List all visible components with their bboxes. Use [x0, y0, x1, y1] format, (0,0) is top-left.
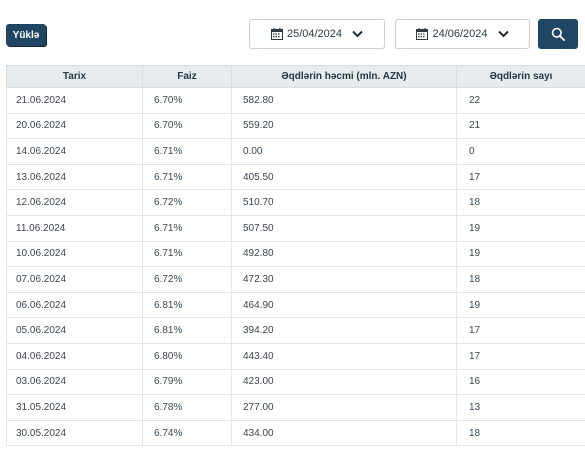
table-row: 04.06.2024 6.80% 443.40 17 [6, 342, 585, 370]
table-row: 12.06.2024 6.72% 510.70 18 [6, 189, 585, 216]
cell-volume: 0.00 [231, 138, 457, 165]
cell-count: 19 [456, 240, 585, 268]
calendar-icon [270, 28, 283, 40]
cell-date: 20.06.2024 [6, 112, 143, 140]
cell-count: 19 [456, 214, 585, 242]
cell-date: 10.06.2024 [6, 240, 143, 268]
date-to-picker[interactable]: 24/06/2024 [395, 19, 530, 49]
cell-rate: 6.70% [142, 87, 232, 114]
cell-rate: 6.72% [142, 189, 232, 216]
cell-rate: 6.81% [142, 317, 232, 344]
cell-date: 12.06.2024 [6, 189, 143, 216]
table-row: 10.06.2024 6.71% 492.80 19 [6, 240, 585, 268]
header-date: Tarix [6, 65, 143, 88]
cell-date: 31.05.2024 [6, 394, 143, 421]
cell-rate: 6.81% [142, 291, 232, 319]
cell-date: 11.06.2024 [6, 214, 143, 242]
cell-volume: 507.50 [231, 214, 457, 242]
cell-date: 04.06.2024 [6, 342, 143, 370]
cell-count: 18 [456, 419, 585, 447]
cell-volume: 394.20 [231, 317, 457, 344]
cell-rate: 6.72% [142, 266, 232, 293]
table-row: 06.06.2024 6.81% 464.90 19 [6, 291, 585, 319]
rates-table: Tarix Faiz Əqdlərin həcmi (mln. AZN) Əqd… [6, 65, 585, 447]
cell-date: 21.06.2024 [6, 87, 143, 114]
chevron-down-icon [497, 30, 509, 38]
date-from-picker[interactable]: 25/04/2024 [249, 19, 385, 49]
cell-volume: 443.40 [231, 342, 457, 370]
search-icon [551, 27, 565, 41]
cell-count: 18 [456, 266, 585, 293]
header-count: Əqdlərin sayı [456, 65, 585, 88]
table-header-row: Tarix Faiz Əqdlərin həcmi (mln. AZN) Əqd… [6, 65, 585, 88]
table-row: 20.06.2024 6.70% 559.20 21 [6, 112, 585, 140]
cell-rate: 6.78% [142, 394, 232, 421]
date-from-value: 25/04/2024 [286, 28, 343, 40]
cell-date: 06.06.2024 [6, 291, 143, 319]
table-row: 05.06.2024 6.81% 394.20 17 [6, 317, 585, 344]
calendar-icon [416, 28, 429, 40]
cell-count: 17 [456, 342, 585, 370]
table-row: 03.06.2024 6.79% 423.00 16 [6, 368, 585, 396]
cell-count: 18 [456, 189, 585, 216]
table-row: 31.05.2024 6.78% 277.00 13 [6, 394, 585, 421]
cell-date: 05.06.2024 [6, 317, 143, 344]
cell-rate: 6.80% [142, 342, 232, 370]
table-row: 13.06.2024 6.71% 405.50 17 [6, 163, 585, 191]
header-volume: Əqdlərin həcmi (mln. AZN) [231, 65, 457, 88]
cell-volume: 277.00 [231, 394, 457, 421]
date-to-value: 24/06/2024 [432, 28, 488, 40]
cell-rate: 6.70% [142, 112, 232, 140]
cell-count: 0 [456, 138, 585, 165]
chevron-down-icon [352, 30, 363, 38]
table-row: 07.06.2024 6.72% 472.30 18 [6, 266, 585, 293]
cell-date: 03.06.2024 [6, 368, 143, 396]
cell-count: 17 [456, 163, 585, 191]
table-row: 14.06.2024 6.71% 0.00 0 [6, 138, 585, 165]
cell-count: 21 [456, 112, 585, 140]
cell-volume: 464.90 [231, 291, 457, 319]
download-button[interactable]: Yüklə [6, 24, 46, 46]
cell-date: 13.06.2024 [6, 163, 143, 191]
cell-volume: 559.20 [231, 112, 457, 140]
cell-volume: 434.00 [231, 419, 457, 447]
cell-rate: 6.71% [142, 138, 232, 165]
cell-volume: 510.70 [231, 189, 457, 216]
cell-rate: 6.71% [142, 240, 232, 268]
cell-rate: 6.71% [142, 163, 232, 191]
cell-date: 30.05.2024 [6, 419, 143, 447]
header-rate: Faiz [142, 65, 232, 88]
cell-volume: 582.80 [231, 87, 457, 114]
cell-rate: 6.71% [142, 214, 232, 242]
table-row: 30.05.2024 6.74% 434.00 18 [6, 419, 585, 447]
table-row: 21.06.2024 6.70% 582.80 22 [6, 87, 585, 114]
table-row: 11.06.2024 6.71% 507.50 19 [6, 214, 585, 242]
search-button[interactable] [538, 19, 578, 49]
cell-date: 14.06.2024 [6, 138, 143, 165]
cell-volume: 405.50 [231, 163, 457, 191]
cell-rate: 6.74% [142, 419, 232, 447]
cell-count: 17 [456, 317, 585, 344]
cell-volume: 492.80 [231, 240, 457, 268]
cell-volume: 423.00 [231, 368, 457, 396]
cell-count: 13 [456, 394, 585, 421]
cell-count: 22 [456, 87, 585, 114]
cell-volume: 472.30 [231, 266, 457, 293]
cell-count: 16 [456, 368, 585, 396]
cell-date: 07.06.2024 [6, 266, 143, 293]
cell-rate: 6.79% [142, 368, 232, 396]
cell-count: 19 [456, 291, 585, 319]
